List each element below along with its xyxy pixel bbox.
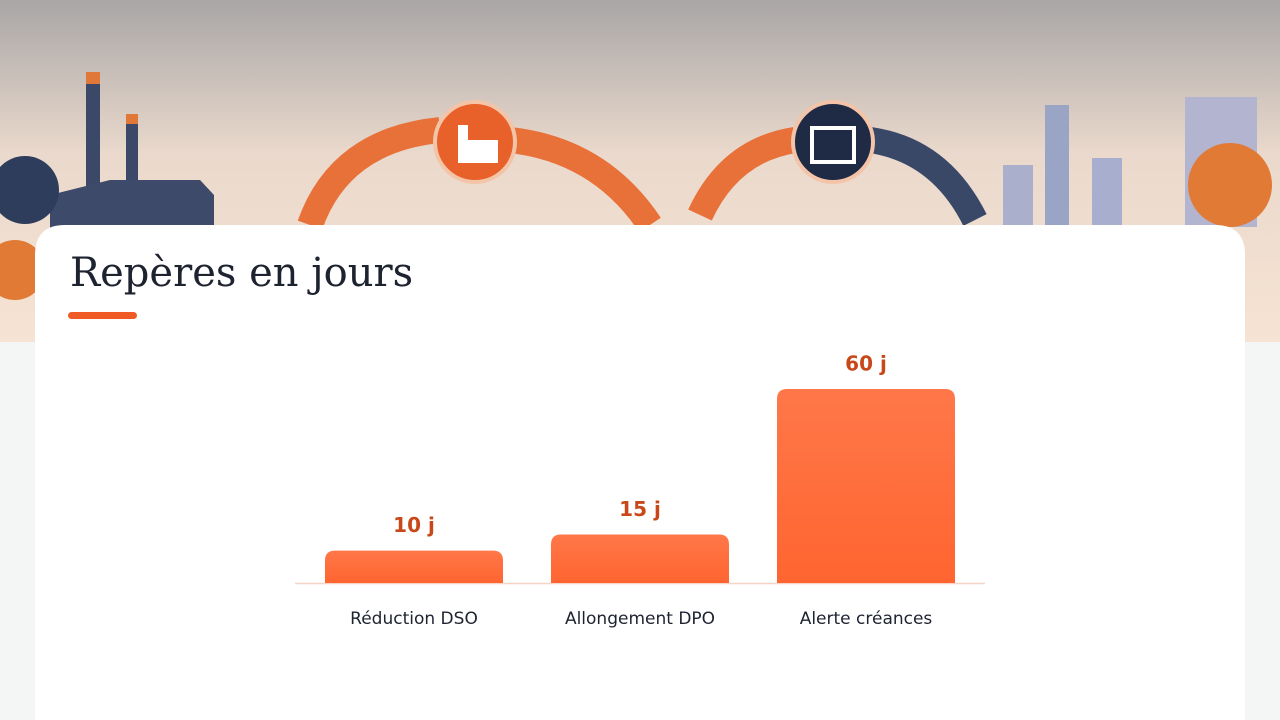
value-label: 10 j [393, 513, 435, 537]
bar-sheen [777, 389, 955, 583]
x-tick-label: Alerte créances [800, 609, 933, 629]
value-label: 15 j [619, 497, 661, 521]
chart-title: Repères en jours [70, 250, 413, 296]
card [35, 225, 1245, 720]
bar-sheen [325, 550, 503, 583]
x-tick-label: Allongement DPO [565, 609, 715, 629]
title-underline [68, 312, 137, 319]
x-tick-label: Réduction DSO [350, 609, 478, 629]
bar-sheen [551, 534, 729, 583]
value-label: 60 j [845, 352, 887, 376]
